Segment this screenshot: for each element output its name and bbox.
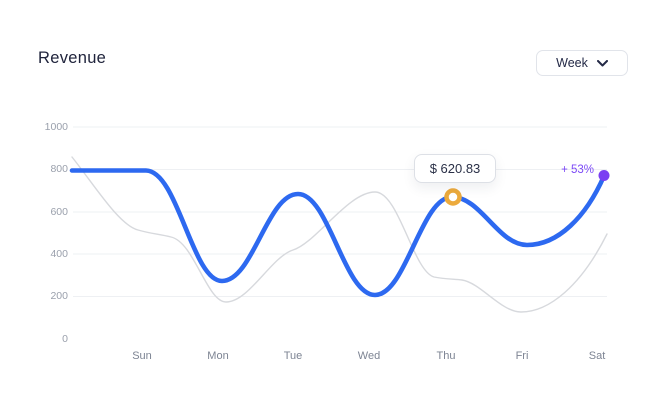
line-end-marker: [598, 170, 610, 181]
y-axis-tick: 600: [50, 206, 68, 218]
x-axis-label-mon: Mon: [207, 350, 229, 362]
y-axis-tick: 1000: [44, 121, 68, 133]
previous-week-line: [71, 156, 608, 313]
x-axis-label-thu: Thu: [436, 350, 456, 362]
x-axis-label-fri: Fri: [515, 350, 529, 362]
percent-change-badge: + 53%: [561, 164, 594, 176]
x-axis-label-tue: Tue: [283, 350, 303, 362]
period-dropdown-value: Week: [556, 56, 588, 70]
tooltip: $ 620.83: [414, 154, 496, 183]
current-week-line: [69, 168, 607, 298]
chevron-down-icon: [596, 59, 608, 67]
period-dropdown[interactable]: Week: [536, 50, 628, 76]
highlight-point-marker[interactable]: [444, 188, 462, 206]
x-axis-label-sat: Sat: [588, 350, 606, 362]
page-title: Revenue: [38, 49, 107, 67]
tooltip-value: $ 620.83: [429, 161, 481, 176]
x-axis-label-wed: Wed: [357, 350, 381, 362]
x-axis-label-sun: Sun: [132, 350, 152, 362]
y-axis-tick: 200: [50, 290, 68, 302]
y-axis-tick: 800: [50, 163, 68, 175]
y-axis-tick: 0: [62, 333, 68, 345]
y-axis-tick: 400: [50, 248, 68, 260]
